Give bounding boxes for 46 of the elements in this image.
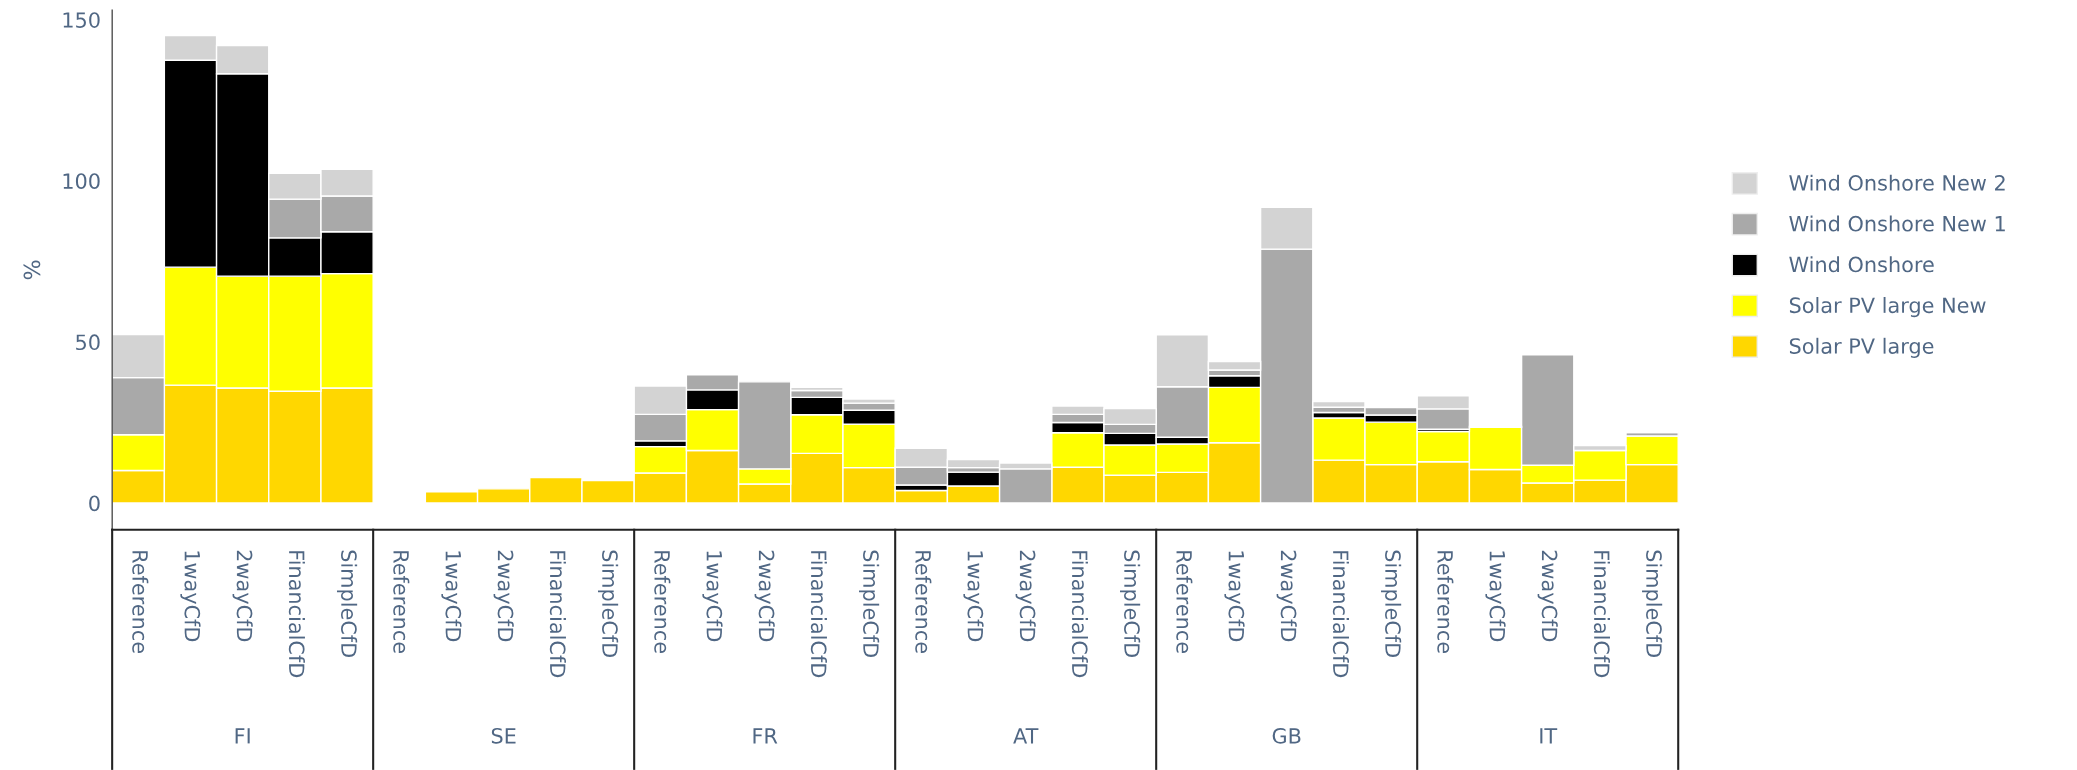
x-tick-label: SimpleCfD — [1642, 550, 1663, 658]
text: SE — [491, 727, 516, 744]
legend-label: Solar PV large — [1789, 337, 1934, 358]
legend-label: Solar PV large New — [1789, 297, 1986, 318]
y-tick-label: 150 — [63, 12, 100, 28]
x-tick-label: Reference — [393, 551, 410, 653]
x-tick-label: 1wayCfD — [963, 551, 984, 642]
x-tick-label: 2wayCfD — [1015, 550, 1036, 642]
x-tick-label: 2wayCfD — [1537, 550, 1558, 642]
y-tick-label: 100 — [63, 173, 100, 189]
x-tick-label: 2wayCfD — [232, 550, 253, 642]
legend-label: Wind Onshore New 1 — [1789, 215, 2005, 232]
x-tick-label: FinancialCfD — [1071, 551, 1088, 678]
text: IT — [1540, 728, 1558, 744]
x-tick-label: Reference — [1176, 551, 1193, 653]
text: AT — [1013, 728, 1039, 744]
text: FR — [753, 728, 778, 744]
x-tick-label: SimpleCfD — [859, 550, 880, 658]
x-tick-label: SimpleCfD — [1120, 550, 1141, 658]
x-tick-label: Reference — [1437, 551, 1454, 653]
x-tick-label: 2wayCfD — [754, 550, 775, 642]
x-tick-label: FinancialCfD — [549, 551, 566, 678]
x-tick-label: 1wayCfD — [1224, 551, 1245, 642]
x-tick-label: 2wayCfD — [493, 550, 514, 642]
legend-label: Wind Onshore New 2 — [1789, 174, 2005, 191]
y-tick-label: 50 — [76, 334, 100, 351]
x-tick-label: 1wayCfD — [1485, 551, 1506, 642]
x-tick-label: FinancialCfD — [810, 551, 827, 678]
text: FI — [235, 728, 250, 744]
y-tick-label: 0 — [89, 495, 100, 512]
x-tick-label: Reference — [915, 551, 932, 653]
x-tick-label: SimpleCfD — [336, 550, 358, 658]
x-tick-label: 2wayCfD — [1276, 550, 1297, 642]
text: GB — [1272, 727, 1301, 744]
x-tick-label: 1wayCfD — [180, 551, 201, 642]
legend-label: Wind Onshore — [1789, 256, 1934, 273]
y-axis-title: % — [23, 260, 41, 280]
x-tick-label: FinancialCfD — [288, 551, 305, 678]
x-tick-label: SimpleCfD — [598, 550, 619, 658]
x-tick-label: FinancialCfD — [1332, 551, 1349, 678]
x-tick-label: SimpleCfD — [1381, 550, 1402, 658]
x-tick-label: Reference — [132, 551, 149, 653]
x-tick-label: 1wayCfD — [441, 551, 462, 642]
x-tick-label: 1wayCfD — [702, 551, 723, 642]
x-tick-label: Reference — [654, 551, 671, 653]
x-tick-label: FinancialCfD — [1593, 551, 1610, 678]
